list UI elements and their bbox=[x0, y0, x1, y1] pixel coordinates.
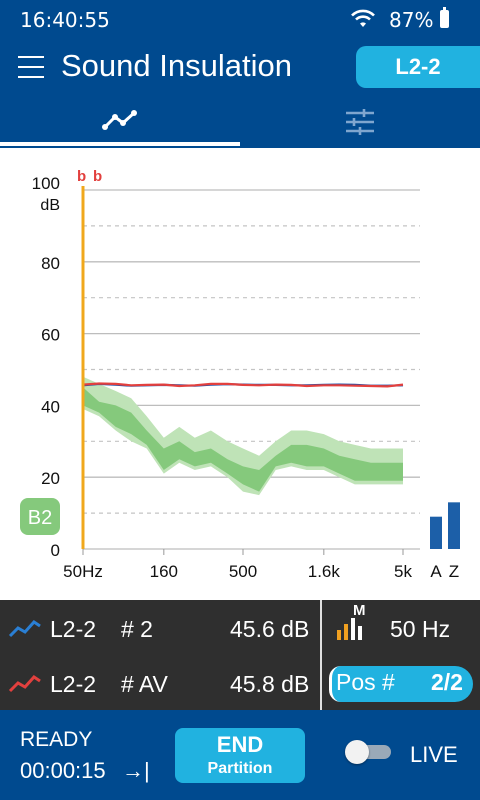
row2-value: 45.8 dB bbox=[230, 671, 310, 697]
sliders-icon bbox=[346, 109, 374, 135]
row1-value: 45.6 dB bbox=[230, 616, 310, 642]
pos-label: Pos # bbox=[336, 669, 395, 695]
divider bbox=[320, 600, 322, 710]
x-tick-label: 160 bbox=[150, 562, 178, 581]
cursor-flag-1: b bbox=[77, 168, 86, 185]
y-tick-label: 0 bbox=[51, 541, 60, 560]
live-toggle[interactable] bbox=[345, 740, 393, 764]
x-tick-label: 1.6k bbox=[308, 562, 341, 581]
tab-graph[interactable] bbox=[0, 100, 240, 146]
y-tick-label: 80 bbox=[41, 254, 60, 273]
end-button-label: END bbox=[216, 732, 264, 757]
position-selector[interactable]: Pos # 2/2 bbox=[329, 666, 473, 702]
live-label: LIVE bbox=[410, 742, 458, 767]
row2-index: # AV bbox=[121, 671, 168, 697]
mode-badge[interactable]: L2-2 bbox=[356, 46, 480, 88]
state-text: READY bbox=[20, 728, 93, 751]
tolerance-band-inner bbox=[83, 387, 403, 492]
z-weighted-bar bbox=[448, 502, 460, 549]
timer-text: 00:00:15 bbox=[20, 758, 106, 783]
row2-name: L2-2 bbox=[50, 671, 97, 697]
y-tick-label: 40 bbox=[41, 397, 60, 416]
page-title: Sound Insulation bbox=[61, 48, 292, 83]
battery-text: 87% bbox=[389, 8, 434, 32]
x-tick-label: 5k bbox=[394, 562, 412, 581]
status-time: 16:40:55 bbox=[20, 8, 110, 32]
band-badge-bg bbox=[20, 498, 60, 535]
y-unit-label: dB bbox=[40, 197, 60, 214]
y-tick-label: 20 bbox=[41, 469, 60, 488]
level-meter-icon bbox=[337, 618, 362, 640]
line-chart-icon bbox=[102, 110, 137, 130]
status-bar: 16:40:55 87% bbox=[0, 0, 480, 40]
y-tick-label: 100 bbox=[32, 174, 60, 193]
timer-end-icon: →| bbox=[122, 758, 150, 783]
blue-line-icon bbox=[8, 620, 41, 638]
end-button-sublabel: Partition bbox=[207, 760, 273, 777]
y-tick-label: 60 bbox=[41, 326, 60, 345]
a-weighted-bar bbox=[430, 516, 442, 549]
band-badge-label: B2 bbox=[28, 507, 52, 529]
cursor-flag-2: b bbox=[93, 168, 102, 185]
frequency-value: 50 Hz bbox=[390, 616, 451, 642]
wifi-icon bbox=[351, 9, 375, 27]
bottom-bar: READY 00:00:15 →| END Partition LIVE bbox=[0, 710, 480, 800]
app-bar: Sound Insulation L2-2 bbox=[0, 40, 480, 148]
x-tick-label: 50Hz bbox=[63, 562, 103, 581]
spectrum-chart[interactable]: 100 80 60 40 20 0 dB 50Hz 160 500 1.6k 5k b b B2 A Z bbox=[0, 148, 480, 600]
menu-icon[interactable] bbox=[18, 56, 44, 78]
a-label: A bbox=[430, 562, 442, 581]
x-tick-label: 500 bbox=[229, 562, 257, 581]
pos-value: 2/2 bbox=[431, 669, 463, 695]
row1-name: L2-2 bbox=[50, 616, 97, 642]
tab-settings[interactable] bbox=[240, 100, 480, 146]
battery-icon bbox=[440, 7, 449, 28]
z-label: Z bbox=[449, 562, 459, 581]
meter-label: M bbox=[353, 602, 366, 619]
end-partition-button[interactable]: END Partition bbox=[175, 728, 305, 783]
row1-index: # 2 bbox=[121, 616, 153, 642]
spectrum-chart-svg: 100 80 60 40 20 0 dB 50Hz 160 500 1.6k 5k b b B2 A Z bbox=[20, 168, 460, 581]
series-line-av bbox=[82, 382, 404, 388]
red-line-icon bbox=[8, 675, 41, 693]
